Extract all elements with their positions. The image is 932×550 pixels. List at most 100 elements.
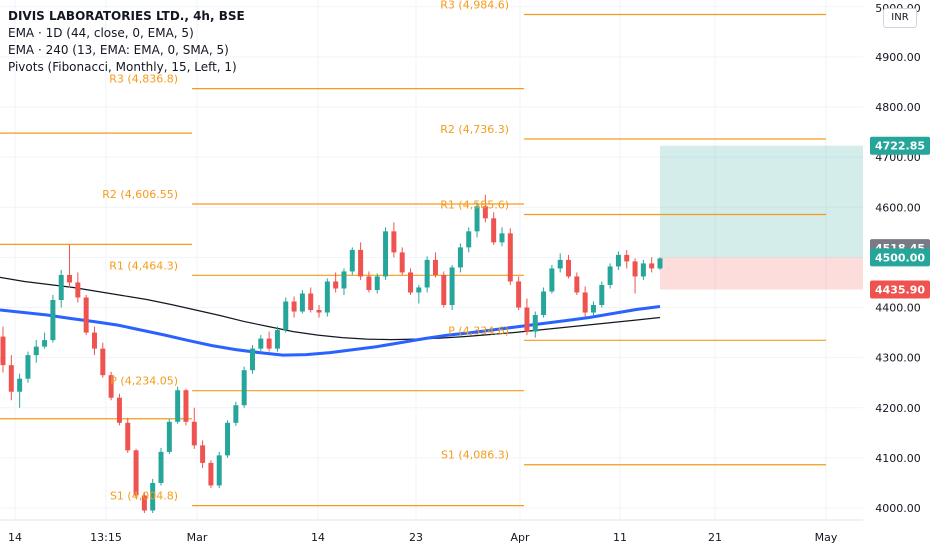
candle <box>474 206 480 232</box>
pivot-label: R3 (4,984.6) <box>440 0 509 12</box>
y-tick-label: 4200.00 <box>875 402 921 415</box>
candle <box>183 390 189 422</box>
candle <box>67 274 73 283</box>
candle <box>432 259 438 275</box>
candle <box>615 254 621 267</box>
candle <box>316 310 322 313</box>
candle <box>175 390 181 422</box>
candle <box>383 231 389 277</box>
candle <box>416 287 422 293</box>
candle <box>358 249 364 277</box>
candles <box>0 194 663 514</box>
candle <box>166 421 172 452</box>
x-tick-label: May <box>815 531 838 544</box>
candle <box>491 218 497 243</box>
candle <box>208 462 214 486</box>
y-tick-label: 4600.00 <box>875 201 921 214</box>
candle <box>374 276 380 290</box>
price-label-box <box>870 280 930 299</box>
candle <box>91 332 97 349</box>
price-label: 4500.00 <box>875 251 925 264</box>
pivot-label: R1 (4,464.3) <box>109 259 178 272</box>
candle <box>424 259 430 288</box>
candle <box>391 231 397 253</box>
candle <box>150 482 156 511</box>
candle <box>341 271 347 289</box>
pivot-label: R3 (4,836.8) <box>109 73 178 86</box>
candle <box>549 268 555 292</box>
candle <box>408 272 414 293</box>
candle <box>33 346 39 356</box>
candle <box>249 348 255 371</box>
pivot-label: P (4,334.6) <box>448 324 509 337</box>
candle <box>516 281 522 308</box>
price-label: 4435.90 <box>875 284 925 297</box>
candle <box>216 455 222 486</box>
candle <box>200 445 206 463</box>
x-tick-label: Apr <box>510 531 530 544</box>
candle <box>233 405 239 423</box>
candle <box>557 259 563 269</box>
pivot-label: R1 (4,585.6) <box>440 198 509 211</box>
candle <box>324 281 330 313</box>
candle <box>141 495 147 511</box>
candle <box>624 254 630 262</box>
candle <box>466 231 472 248</box>
pivot-labels: R3 (4,836.8) R2 (4,606.55) R1 (4,464.3) P (… <box>102 0 509 503</box>
candle <box>649 263 655 269</box>
candle <box>17 378 23 392</box>
x-axis[interactable]: 14 13:15 Mar 14 23 Apr 11 21 May <box>0 519 863 544</box>
y-tick-label: 4800.00 <box>875 101 921 114</box>
candle <box>349 249 355 272</box>
candle <box>75 282 81 298</box>
candle <box>590 305 596 313</box>
candle <box>274 330 280 349</box>
profit-zone <box>660 145 863 258</box>
candle <box>266 338 272 349</box>
candle <box>299 293 305 312</box>
y-tick-label: 4900.00 <box>875 51 921 64</box>
candle <box>158 451 164 483</box>
candle <box>308 293 314 311</box>
y-tick-label: 4300.00 <box>875 352 921 365</box>
candle <box>632 261 638 277</box>
candle <box>283 301 289 331</box>
candle <box>241 370 247 406</box>
pivot-label: R2 (4,606.55) <box>102 188 178 201</box>
ema-lines <box>0 276 661 357</box>
candle <box>482 206 488 219</box>
pivot-label: S1 (4,004.8) <box>110 490 178 503</box>
price-label: 4722.85 <box>875 140 925 153</box>
candle <box>8 365 14 392</box>
candle <box>507 233 513 282</box>
candle <box>399 252 405 273</box>
y-tick-label: 4400.00 <box>875 302 921 315</box>
candle <box>640 263 646 277</box>
indicator-ema-1d[interactable]: EMA · 1D (44, close, 0, EMA, 5) <box>8 26 194 40</box>
chart-title[interactable]: DIVIS LABORATORIES LTD., 4h, BSE <box>8 9 245 23</box>
x-tick-label: 23 <box>409 531 423 544</box>
indicator-pivots[interactable]: Pivots (Fibonacci, Monthly, 15, Left, 1) <box>8 60 237 74</box>
pivot-label: P (4,234.05) <box>110 375 178 388</box>
indicator-ema-240[interactable]: EMA · 240 (13, EMA: EMA, 0, SMA, 5) <box>8 43 229 57</box>
candle <box>191 421 197 446</box>
candle <box>333 281 339 289</box>
currency-badge[interactable]: INR <box>883 8 917 28</box>
x-tick-label: 13:15 <box>90 531 122 544</box>
loss-zone <box>660 257 863 290</box>
price-label-box <box>870 136 930 155</box>
candle <box>599 284 605 306</box>
candle <box>566 259 572 277</box>
candle <box>441 274 447 306</box>
candle <box>457 247 463 268</box>
candle <box>58 274 64 301</box>
candle <box>42 340 48 347</box>
candle <box>50 300 56 341</box>
candle <box>582 292 588 313</box>
x-tick-label: 21 <box>708 531 722 544</box>
candle <box>532 315 538 332</box>
price-label-box <box>870 248 930 267</box>
candle <box>100 348 106 376</box>
